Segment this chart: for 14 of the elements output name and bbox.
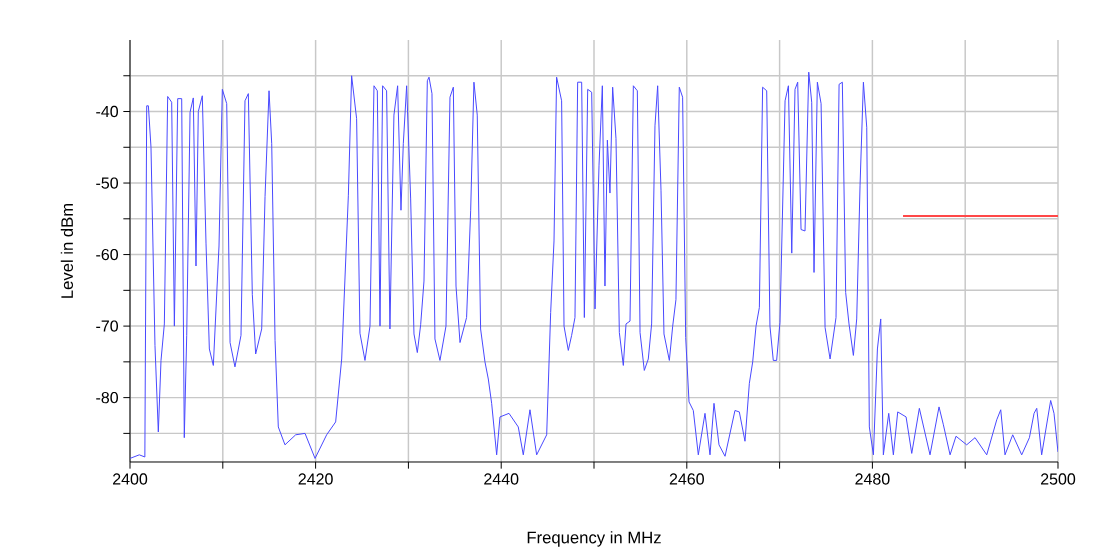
x-tick-label: 2480 [855, 473, 890, 485]
x-tick-label: 2440 [484, 473, 519, 485]
y-tick-label: -80 [96, 391, 119, 404]
x-tick-label: 2400 [113, 473, 148, 485]
line-series [130, 71, 1058, 459]
x-tick-label: 2460 [669, 473, 704, 485]
y-tick-label: -40 [96, 105, 119, 118]
x-axis-title: Frequency in MHz [527, 531, 661, 547]
x-tick-label: 2500 [1040, 473, 1076, 485]
y-tick-label: -70 [96, 320, 119, 332]
y-tick-label: -50 [96, 177, 119, 189]
y-axis-title: Level in dBm [60, 203, 74, 298]
x-tick-label: 2420 [298, 473, 333, 485]
y-tick-label: -60 [96, 248, 119, 261]
